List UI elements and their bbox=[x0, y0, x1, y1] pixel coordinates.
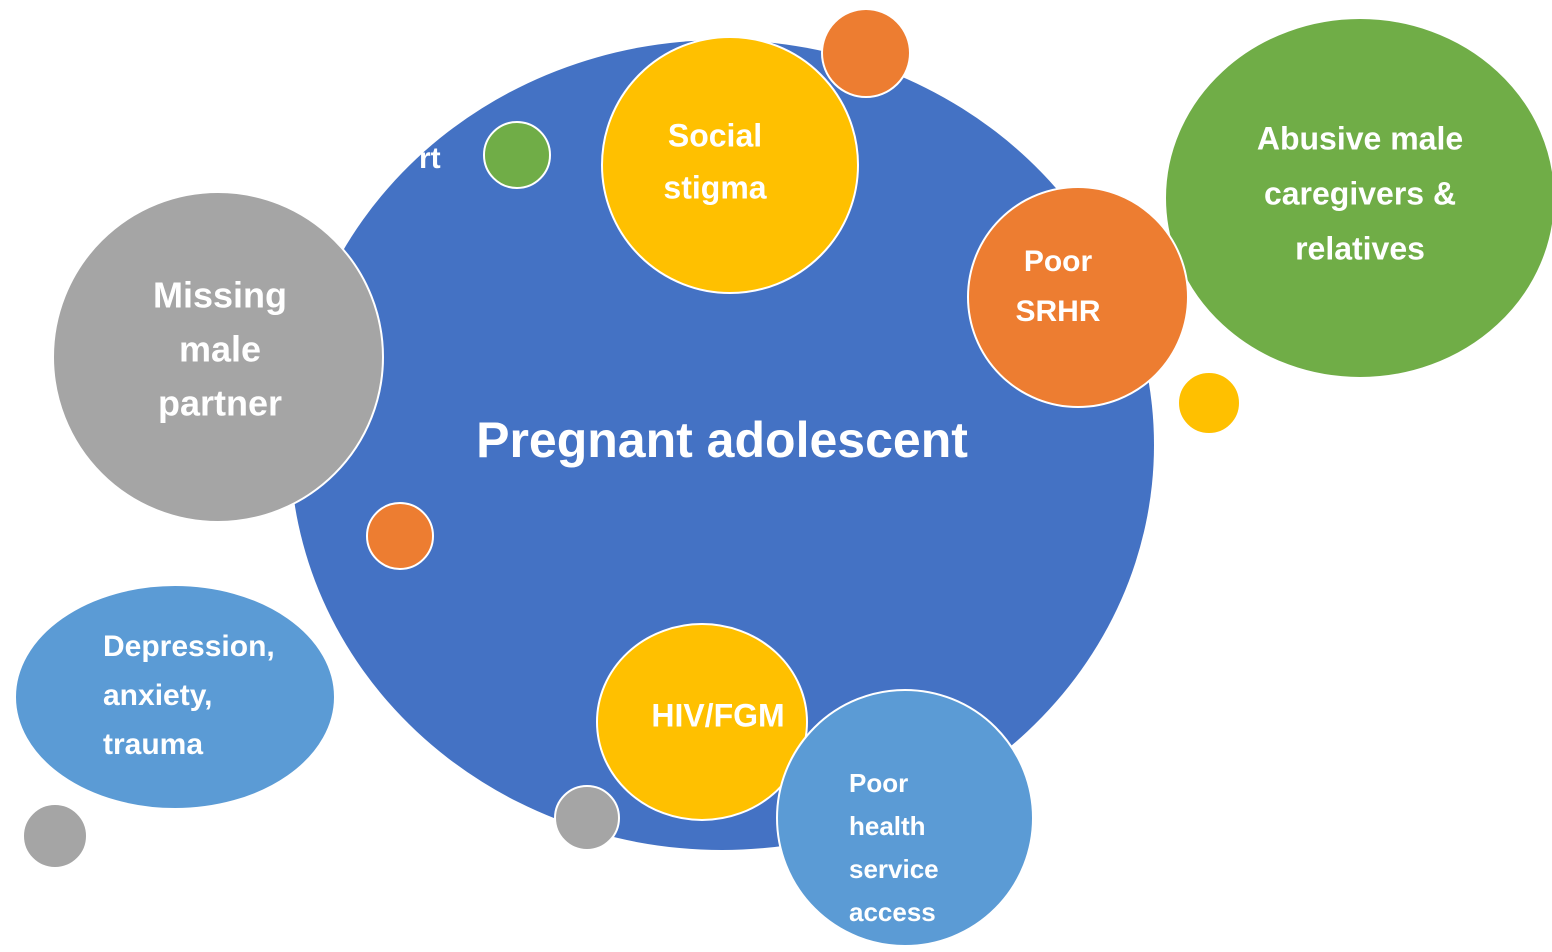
bubble bbox=[601, 36, 859, 294]
node-label: Depression, bbox=[103, 630, 275, 663]
node-label: male bbox=[179, 329, 261, 370]
node-label: stigma bbox=[663, 169, 766, 205]
bubble bbox=[52, 191, 384, 523]
node-label: service bbox=[849, 854, 939, 884]
node-label: health bbox=[849, 811, 926, 841]
node-label: access bbox=[849, 897, 936, 927]
dot bbox=[554, 785, 620, 851]
bubble bbox=[596, 623, 808, 821]
center-bubble bbox=[290, 40, 1154, 850]
node-label: SRHR bbox=[1015, 295, 1100, 328]
node-label: trauma bbox=[103, 728, 203, 761]
node-label: rt bbox=[419, 142, 441, 175]
bubble bbox=[967, 186, 1189, 408]
node-label: partner bbox=[158, 383, 282, 424]
node-label: Missing bbox=[153, 275, 287, 316]
node-label: caregivers & bbox=[1264, 175, 1456, 211]
center-label: Pregnant adolescent bbox=[476, 412, 968, 468]
dot bbox=[22, 803, 88, 869]
node-label: Poor bbox=[849, 768, 908, 798]
dot bbox=[366, 502, 434, 570]
bubble bbox=[776, 689, 1034, 947]
bubble bbox=[1164, 17, 1552, 379]
node-label: Abusive male bbox=[1257, 120, 1463, 156]
bubble bbox=[14, 584, 336, 810]
node-label: Poor bbox=[1024, 245, 1093, 278]
node-label: relatives bbox=[1295, 230, 1425, 266]
node-label: HIV/FGM bbox=[651, 697, 784, 733]
dot bbox=[1177, 371, 1241, 435]
dot bbox=[483, 121, 551, 189]
node-label: Social bbox=[668, 117, 762, 153]
labels: Social stigma Poor SRHR Abusive male caregive… bbox=[103, 117, 1463, 926]
node-label: anxiety, bbox=[103, 679, 213, 712]
dot bbox=[821, 8, 911, 98]
